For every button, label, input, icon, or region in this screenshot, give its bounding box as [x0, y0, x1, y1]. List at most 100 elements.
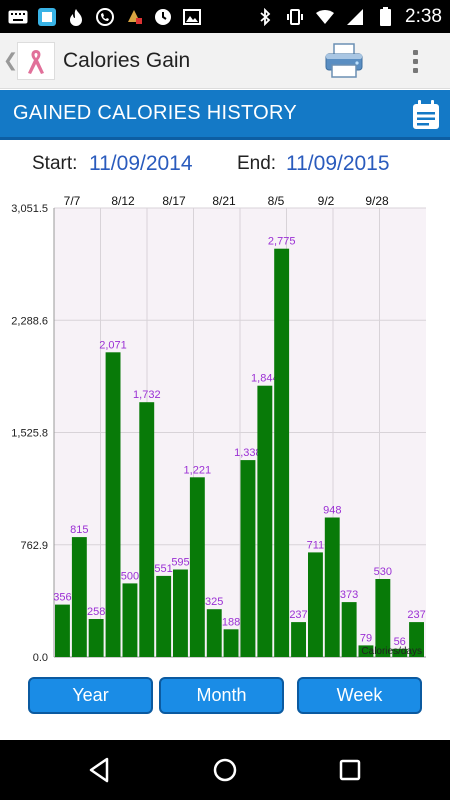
- top-date-label: 8/21: [212, 194, 236, 208]
- bar: [375, 579, 391, 657]
- bar: [156, 575, 172, 657]
- bar: [291, 622, 306, 657]
- bar-value-label: 948: [323, 505, 341, 517]
- y-tick-label: 1,525.8: [11, 428, 48, 440]
- app-title: Calories Gain: [63, 48, 191, 72]
- bar-value-label: 815: [70, 524, 88, 536]
- top-date-label: 8/17: [162, 194, 186, 208]
- recents-button[interactable]: [335, 755, 365, 785]
- bar: [122, 583, 138, 657]
- calendar-icon: [413, 100, 439, 129]
- bluetooth-icon: [255, 7, 275, 26]
- bar-value-label: 530: [374, 566, 392, 578]
- bar-value-label: 711: [307, 539, 325, 551]
- bar: [324, 517, 340, 657]
- bar-value-label: 258: [87, 606, 105, 618]
- home-button[interactable]: [210, 755, 240, 785]
- bar-value-label: 1,844: [251, 373, 279, 385]
- up-navigation-icon[interactable]: ❮: [3, 50, 19, 70]
- back-triangle-icon: [89, 757, 109, 783]
- bar: [358, 645, 374, 657]
- calories-chart: 3,051.5 2,288.6 1,525.8 762.9 0.0 7/7 8/12 8/17…: [0, 190, 450, 668]
- month-button[interactable]: Month: [159, 677, 284, 714]
- bar: [341, 602, 357, 657]
- top-date-label: 8/12: [111, 194, 135, 208]
- bar: [274, 248, 290, 657]
- overflow-dot: [412, 58, 418, 64]
- calendar-button[interactable]: [411, 99, 441, 131]
- section-title: GAINED CALORIES HISTORY: [13, 102, 298, 124]
- top-date-label: 9/2: [318, 194, 335, 208]
- unit-label: Calories/days: [361, 646, 422, 657]
- bar: [55, 604, 70, 657]
- period-buttons: Year Month Week: [0, 677, 450, 715]
- bar: [71, 537, 87, 657]
- bar-value-label: 79: [360, 632, 372, 644]
- bar-value-label: 595: [171, 557, 189, 569]
- week-button[interactable]: Week: [297, 677, 422, 714]
- signal-icon: [345, 8, 365, 26]
- notification-icon: [124, 8, 144, 26]
- y-tick-label: 3,051.5: [11, 203, 48, 215]
- bar: [240, 460, 256, 657]
- bar: [392, 648, 408, 657]
- overflow-dot: [412, 67, 418, 73]
- y-tick-label: 0.0: [33, 652, 48, 664]
- date-range: Start: 11/09/2014 End: 11/09/2015: [0, 148, 450, 180]
- recents-square-icon: [339, 759, 361, 781]
- bar: [308, 552, 323, 657]
- navigation-bar: [0, 740, 450, 800]
- y-tick-label: 2,288.6: [11, 315, 48, 327]
- top-date-label: 7/7: [64, 194, 81, 208]
- top-date-label: 8/5: [268, 194, 285, 208]
- bar-value-label: 188: [222, 616, 240, 628]
- end-label: End:: [237, 153, 277, 174]
- bar-value-label: 500: [121, 570, 139, 582]
- calories-bar-chart: 3,051.5 2,288.6 1,525.8 762.9 0.0 7/7 8/12 8/17…: [11, 194, 426, 664]
- overflow-menu-button[interactable]: [400, 43, 430, 79]
- action-bar: ❮ Calories Gain: [0, 33, 450, 89]
- bar-value-label: 356: [53, 592, 71, 604]
- bar-value-label: 237: [289, 609, 307, 621]
- wifi-icon: [315, 8, 335, 26]
- clock-icon: [153, 8, 173, 26]
- bar: [173, 569, 188, 657]
- status-bar: 2:38: [0, 0, 450, 33]
- vibrate-icon: [285, 8, 305, 26]
- bar: [223, 629, 239, 657]
- printer-icon: [325, 43, 363, 78]
- bar-value-label: 1,732: [133, 389, 161, 401]
- phone-icon: [95, 7, 115, 26]
- bar: [88, 619, 104, 657]
- battery-icon: [375, 7, 395, 26]
- system-icons: 2:38: [255, 6, 442, 28]
- app-notification-icon: [37, 7, 57, 26]
- bar-value-label: 56: [394, 636, 406, 648]
- bar: [257, 385, 273, 657]
- section-header: GAINED CALORIES HISTORY: [0, 90, 450, 140]
- bar-value-label: 2,775: [268, 236, 296, 248]
- pink-ribbon-icon: [28, 49, 44, 74]
- end-date[interactable]: 11/09/2015: [286, 152, 390, 175]
- bar-value-label: 325: [205, 596, 223, 608]
- home-circle-icon: [213, 758, 237, 782]
- bar-value-label: 237: [407, 609, 425, 621]
- y-tick-label: 762.9: [20, 540, 48, 552]
- print-button[interactable]: [323, 41, 365, 81]
- keyboard-icon: [8, 8, 28, 26]
- year-button[interactable]: Year: [28, 677, 153, 714]
- overflow-dot: [412, 49, 418, 55]
- app-logo[interactable]: [17, 41, 55, 80]
- bar-value-label: 373: [340, 589, 358, 601]
- bar-value-label: 1,221: [184, 464, 212, 476]
- bar: [189, 477, 205, 657]
- flame-icon: [66, 8, 86, 26]
- back-button[interactable]: [85, 755, 115, 785]
- image-icon: [182, 8, 202, 26]
- bar: [409, 622, 424, 657]
- bar: [105, 352, 121, 657]
- start-label: Start:: [32, 153, 78, 174]
- start-date[interactable]: 11/09/2014: [89, 152, 193, 175]
- bar-value-label: 551: [154, 563, 172, 575]
- top-date-label: 9/28: [365, 194, 389, 208]
